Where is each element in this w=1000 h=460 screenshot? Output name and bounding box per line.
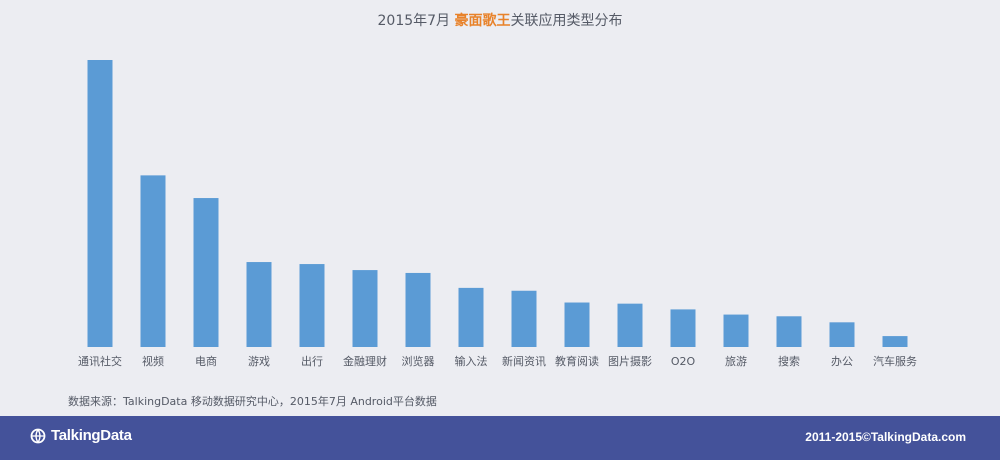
category-label-0: 通讯社交 bbox=[78, 354, 122, 368]
category-label-11: O2O bbox=[671, 355, 696, 368]
bar-15 bbox=[882, 336, 908, 347]
logo-ball-icon bbox=[30, 428, 46, 443]
category-label-12: 旅游 bbox=[725, 354, 747, 368]
bar-4 bbox=[299, 264, 325, 347]
category-label-8: 新闻资讯 bbox=[502, 354, 546, 368]
bar-14 bbox=[829, 322, 855, 347]
bar-chart: 通讯社交 视频 电商 游戏 出行 金融理财 浏览器 输入法 新闻资讯 教育阅读 图片摄影 O2O 旅游 搜… bbox=[78, 60, 917, 368]
bar-2 bbox=[193, 198, 219, 347]
category-label-5: 金融理财 bbox=[343, 354, 387, 368]
title-prefix: 2015年7月 bbox=[377, 13, 451, 29]
category-label-2: 电商 bbox=[195, 354, 217, 368]
category-label-3: 游戏 bbox=[248, 355, 270, 368]
bar-0 bbox=[87, 60, 113, 347]
footer-bar: TalkingData 2011-2015©TalkingData.com bbox=[0, 416, 1000, 460]
category-label-14: 办公 bbox=[831, 355, 853, 368]
bar-3 bbox=[246, 262, 272, 347]
bar-12 bbox=[723, 314, 749, 347]
copyright-text: 2011-2015©TalkingData.com bbox=[805, 430, 966, 444]
bar-13 bbox=[776, 316, 802, 347]
bar-9 bbox=[564, 302, 590, 347]
bar-5 bbox=[352, 270, 378, 347]
talkingdata-logo: TalkingData bbox=[30, 427, 132, 444]
logo-text: TalkingData bbox=[51, 427, 132, 444]
category-label-7: 输入法 bbox=[455, 354, 488, 368]
bar-11 bbox=[670, 309, 696, 347]
category-label-1: 视频 bbox=[142, 354, 164, 368]
category-label-10: 图片摄影 bbox=[608, 354, 652, 368]
bar-6 bbox=[405, 272, 431, 347]
bar-8 bbox=[511, 290, 537, 347]
category-label-15: 汽车服务 bbox=[873, 354, 917, 368]
bar-10 bbox=[617, 303, 643, 347]
chart-title: 2015年7月 豪面歌王关联应用类型分布 bbox=[0, 10, 1000, 30]
title-highlight: 豪面歌王 bbox=[454, 13, 511, 29]
title-suffix: 关联应用类型分布 bbox=[510, 13, 623, 29]
bar-7 bbox=[458, 287, 484, 347]
category-label-9: 教育阅读 bbox=[555, 354, 599, 368]
category-label-6: 浏览器 bbox=[402, 354, 435, 368]
category-label-4: 出行 bbox=[301, 354, 323, 368]
bar-1 bbox=[140, 175, 166, 347]
category-label-13: 搜索 bbox=[778, 354, 800, 368]
data-source-note: 数据来源：TalkingData 移动数据研究中心，2015年7月 Androi… bbox=[68, 395, 437, 408]
